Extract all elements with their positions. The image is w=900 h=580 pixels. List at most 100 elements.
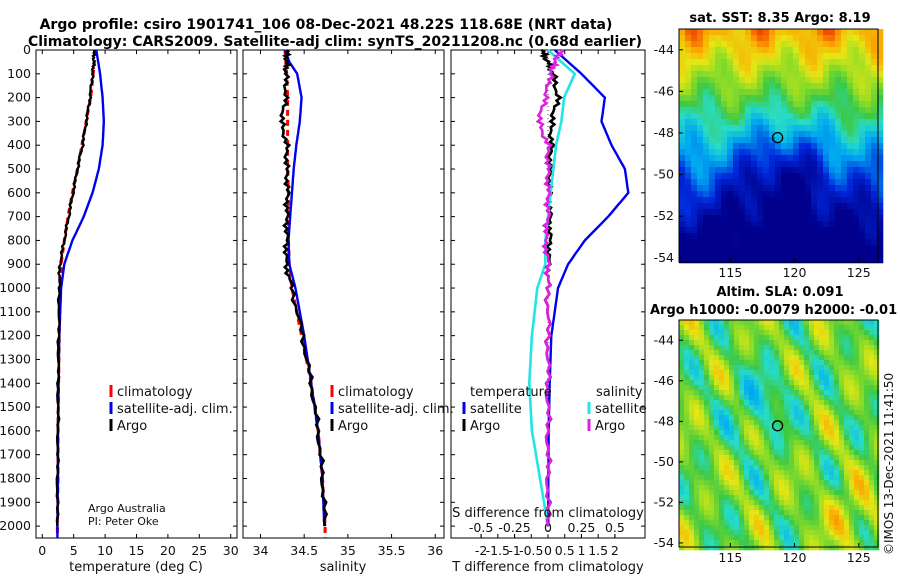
lat-tick-label: -52 <box>654 494 674 509</box>
difference-top-xlabel: S difference from climatology <box>452 506 644 521</box>
float-location-marker <box>771 420 784 432</box>
sla-map <box>679 320 880 551</box>
temperature-axes <box>35 49 238 539</box>
x-tick-label: 1 <box>577 543 585 558</box>
x-tick-label: 15 <box>129 543 145 558</box>
lon-tick-label: 125 <box>847 550 871 565</box>
legend-salinity-head: salinity <box>596 385 643 400</box>
legend-s-argo: Argo <box>595 419 625 434</box>
salinity-series <box>278 49 329 538</box>
credit-line-2: PI: Peter Oke <box>88 515 159 528</box>
x-tick-label: 0 <box>544 543 552 558</box>
depth-tick-label: 1200 <box>0 328 31 343</box>
lat-tick-label: -44 <box>654 332 674 347</box>
legend-climatology: climatology <box>117 385 193 400</box>
lat-tick-label: -50 <box>654 454 674 469</box>
depth-axis: 0 100 200 300 400 500 600 700 800 900 1000 1100 1200… <box>0 42 645 533</box>
x-tick-label: -0.5 <box>469 520 493 535</box>
depth-tick-label: 1500 <box>0 399 31 414</box>
lon-tick-label: 125 <box>847 265 871 280</box>
legend-t-argo: Argo <box>470 419 500 434</box>
lat-tick-label: -46 <box>654 373 674 388</box>
difference-top-axis: -0.5 -0.25 0 0.25 0.5 <box>469 520 625 538</box>
float-location-marker <box>771 131 784 144</box>
legend-satellite: satellite-adj. clim. <box>338 402 454 417</box>
depth-tick-label: 900 <box>7 256 31 271</box>
x-tick-label: -1.5 <box>486 543 510 558</box>
title-line-1: Argo profile: csiro 1901741_106 08-Dec-2… <box>40 17 613 33</box>
depth-tick-label: 1800 <box>0 470 31 485</box>
depth-tick-label: 300 <box>7 113 31 128</box>
sla-map-title-2: Argo h1000: -0.0079 h2000: -0.01 <box>650 303 897 318</box>
sst-map-axes: -44 -46 -48 -50 -52 -54 115 120 125 <box>654 42 871 280</box>
x-tick-label: 34.5 <box>290 543 318 558</box>
sla-map-frame <box>678 319 879 548</box>
lat-tick-label: -52 <box>654 208 674 223</box>
salinity-axes <box>242 49 445 539</box>
title-line-2: Climatology: CARS2009. Satellite-adj cli… <box>28 34 642 50</box>
depth-tick-label: 1100 <box>0 304 31 319</box>
x-tick-label: 0.25 <box>568 520 596 535</box>
x-tick-label: 35 <box>340 543 356 558</box>
depth-tick-label: 2000 <box>0 518 31 533</box>
lat-tick-label: -54 <box>654 535 674 550</box>
temperature-series <box>55 49 106 538</box>
sst-map <box>679 29 884 264</box>
x-tick-label: 2 <box>611 543 619 558</box>
depth-tick-label: 500 <box>7 161 31 176</box>
x-tick-label: 35.5 <box>378 543 406 558</box>
difference-legend: temperature salinity satellite Argo sate… <box>462 385 647 434</box>
x-tick-label: 0 <box>38 543 46 558</box>
sla-map-title-1: Altim. SLA: 0.091 <box>717 285 844 300</box>
series-line-salinity-argo <box>535 49 565 527</box>
lat-tick-label: -46 <box>654 83 674 98</box>
depth-tick-label: 200 <box>7 90 31 105</box>
imos-timestamp: ©IMOS 13-Dec-2021 11:41:50 <box>882 373 896 555</box>
lon-tick-label: 115 <box>718 265 742 280</box>
lat-tick-label: -54 <box>654 250 674 265</box>
depth-tick-label: 400 <box>7 137 31 152</box>
x-tick-label: 1.5 <box>588 543 608 558</box>
legend-temperature-head: temperature <box>470 385 552 400</box>
x-tick-label: 10 <box>97 543 113 558</box>
legend-satellite: satellite-adj. clim. <box>117 402 233 417</box>
difference-series <box>527 48 630 527</box>
temperature-x-axis: 0 5 10 15 20 25 30 <box>38 50 239 558</box>
x-tick-label: 36 <box>427 543 443 558</box>
depth-tick-label: 1400 <box>0 375 31 390</box>
series-line-argo <box>55 49 97 527</box>
lat-tick-label: -50 <box>654 167 674 182</box>
x-tick-label: 0.5 <box>555 543 575 558</box>
depth-tick-label: 1600 <box>0 423 31 438</box>
x-tick-label: -0.5 <box>519 543 543 558</box>
x-tick-label: -2 <box>475 543 487 558</box>
temperature-legend: climatology satellite-adj. clim. Argo <box>109 385 233 434</box>
sst-map-title: sat. SST: 8.35 Argo: 8.19 <box>689 11 870 26</box>
lat-tick-label: -44 <box>654 42 674 57</box>
x-tick-label: 5 <box>70 543 78 558</box>
legend-climatology: climatology <box>338 385 414 400</box>
difference-xlabel: T difference from climatology <box>451 560 644 575</box>
depth-tick-label: 1000 <box>0 280 31 295</box>
x-tick-label: 0 <box>544 520 552 535</box>
depth-tick-label: 800 <box>7 232 31 247</box>
salinity-xlabel: salinity <box>320 560 367 575</box>
legend-argo: Argo <box>338 419 368 434</box>
x-tick-label: 34 <box>253 543 269 558</box>
legend-argo: Argo <box>117 419 147 434</box>
series-line-temperature-satellite <box>547 49 630 527</box>
x-tick-label: 20 <box>160 543 176 558</box>
depth-tick-label: 600 <box>7 185 31 200</box>
lon-tick-label: 120 <box>783 550 807 565</box>
depth-tick-label: 700 <box>7 209 31 224</box>
legend-t-satellite: satellite <box>470 402 522 417</box>
x-tick-label: 0.5 <box>605 520 625 535</box>
lat-tick-label: -48 <box>654 125 674 140</box>
credit-line-1: Argo Australia <box>88 502 166 515</box>
lon-tick-label: 120 <box>783 265 807 280</box>
depth-tick-label: 100 <box>7 66 31 81</box>
x-tick-label: 25 <box>191 543 207 558</box>
depth-tick-label: 1300 <box>0 351 31 366</box>
temperature-xlabel: temperature (deg C) <box>69 560 203 575</box>
